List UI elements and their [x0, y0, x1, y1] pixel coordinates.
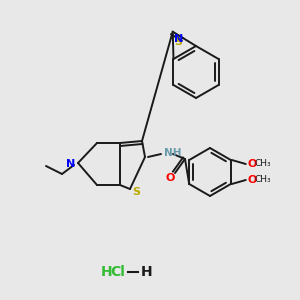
Text: O: O — [248, 175, 257, 185]
Text: N: N — [66, 159, 76, 169]
Text: H: H — [101, 265, 113, 279]
Text: O: O — [165, 173, 175, 183]
Text: CH₃: CH₃ — [255, 160, 272, 169]
Text: N: N — [174, 34, 183, 44]
Text: O: O — [248, 159, 257, 169]
Text: NH: NH — [164, 148, 182, 158]
Text: H: H — [141, 265, 153, 279]
Text: Cl: Cl — [111, 265, 125, 279]
Text: S: S — [174, 37, 182, 47]
Text: S: S — [132, 187, 140, 197]
Text: CH₃: CH₃ — [255, 176, 272, 184]
